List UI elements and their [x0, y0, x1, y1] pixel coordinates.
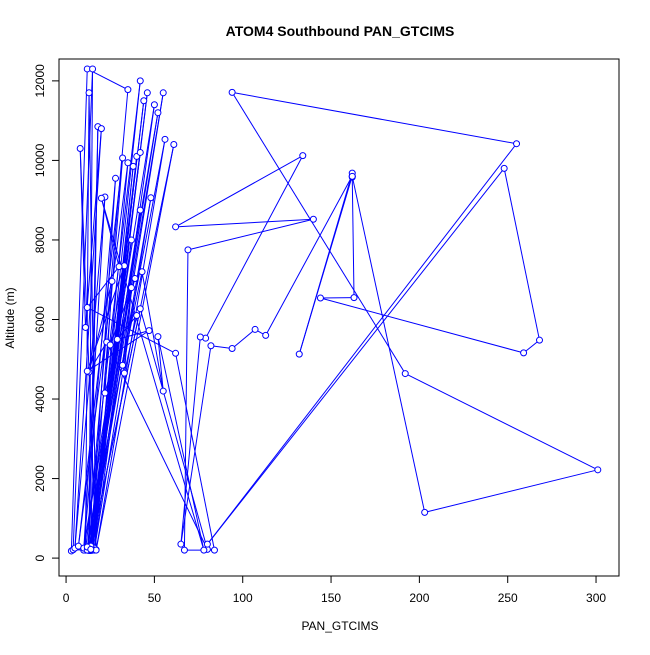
data-point: [521, 350, 527, 356]
data-point: [310, 216, 316, 222]
y-tick-label: 0: [33, 554, 47, 561]
data-point: [121, 370, 127, 376]
data-point: [296, 351, 302, 357]
data-point: [86, 90, 92, 96]
data-point: [595, 467, 601, 473]
y-axis-label: Altitude (m): [3, 287, 17, 348]
data-point: [422, 509, 428, 515]
data-point: [300, 153, 306, 159]
data-point: [173, 224, 179, 230]
data-point: [146, 328, 152, 334]
data-point: [208, 343, 214, 349]
data-point: [229, 89, 235, 95]
data-point: [137, 306, 143, 312]
data-point: [120, 155, 126, 161]
data-point: [132, 276, 138, 282]
data-point: [128, 285, 134, 291]
data-point: [155, 110, 161, 116]
data-point: [155, 334, 161, 340]
data-point: [128, 237, 134, 243]
chart-title: ATOM4 Southbound PAN_GTCIMS: [226, 23, 455, 39]
data-point: [263, 332, 269, 338]
data-point: [134, 313, 140, 319]
data-point: [125, 160, 131, 166]
data-point: [148, 195, 154, 201]
data-point: [173, 350, 179, 356]
data-point: [139, 269, 145, 275]
x-tick-label: 150: [321, 591, 341, 605]
data-point: [402, 371, 408, 377]
x-tick-label: 0: [63, 591, 70, 605]
data-point: [98, 126, 104, 132]
data-point: [137, 149, 143, 155]
data-point: [204, 541, 210, 547]
y-tick-label: 10000: [33, 143, 47, 177]
data-point: [77, 145, 83, 151]
data-point: [130, 163, 136, 169]
data-point: [349, 173, 355, 179]
data-point: [120, 362, 126, 368]
x-tick-label: 100: [233, 591, 253, 605]
data-point: [151, 102, 157, 108]
y-tick-label: 12000: [33, 64, 47, 98]
x-tick-label: 300: [586, 591, 606, 605]
data-point: [197, 334, 203, 340]
data-point: [162, 136, 168, 142]
data-point: [137, 78, 143, 84]
data-point: [137, 207, 143, 213]
data-point: [125, 87, 131, 93]
data-point: [84, 305, 90, 311]
data-point: [252, 326, 258, 332]
y-tick-label: 8000: [33, 226, 47, 253]
data-point: [178, 541, 184, 547]
data-point: [88, 546, 94, 552]
data-point: [185, 247, 191, 253]
data-point: [351, 295, 357, 301]
data-point: [102, 390, 108, 396]
data-point: [109, 278, 115, 284]
x-tick-label: 250: [498, 591, 518, 605]
data-point: [160, 90, 166, 96]
data-point: [501, 165, 507, 171]
data-point: [317, 295, 323, 301]
data-point: [90, 66, 96, 72]
y-tick-label: 6000: [33, 306, 47, 333]
data-point: [116, 264, 122, 270]
y-tick-label: 4000: [33, 385, 47, 412]
data-point: [107, 342, 113, 348]
data-point: [171, 142, 177, 148]
x-tick-label: 200: [409, 591, 429, 605]
data-point: [160, 388, 166, 394]
data-point: [141, 98, 147, 104]
data-point: [114, 336, 120, 342]
data-point: [84, 368, 90, 374]
data-point: [113, 175, 119, 181]
y-tick-label: 2000: [33, 465, 47, 492]
data-point: [144, 90, 150, 96]
data-point: [514, 141, 520, 147]
data-point: [229, 346, 235, 352]
data-point: [98, 195, 104, 201]
data-point: [201, 547, 207, 553]
x-axis-label: PAN_GTCIMS: [301, 619, 378, 633]
data-point: [537, 337, 543, 343]
data-point: [82, 324, 88, 330]
data-point: [181, 547, 187, 553]
x-tick-label: 50: [148, 591, 162, 605]
data-point: [211, 547, 217, 553]
